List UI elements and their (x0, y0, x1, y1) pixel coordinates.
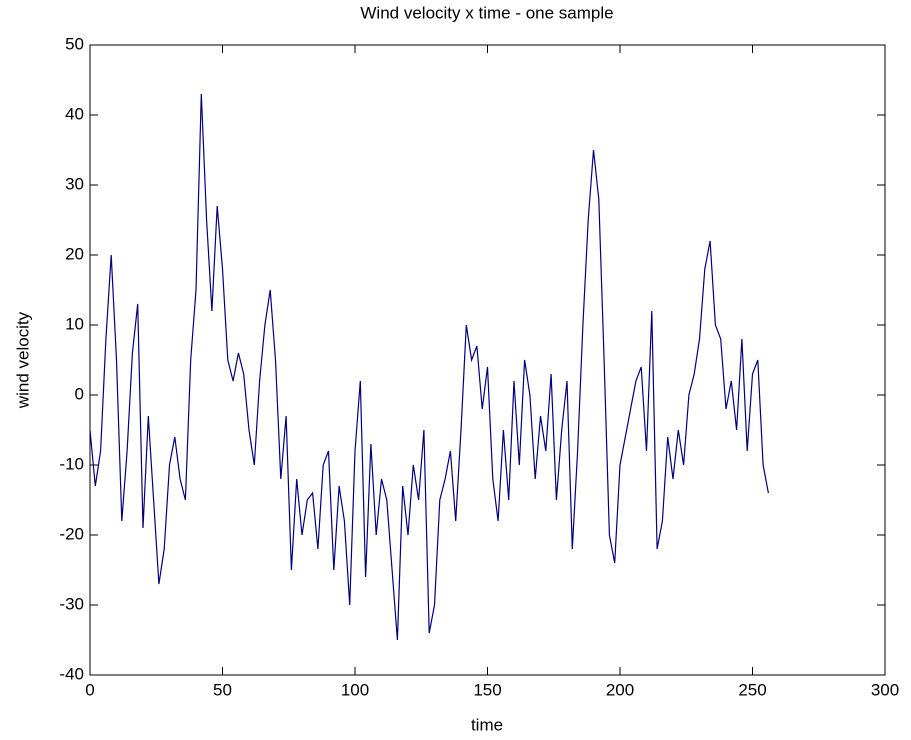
x-axis-label: time (471, 715, 503, 734)
y-tick-label: 20 (65, 244, 84, 263)
x-tick-label: 250 (738, 680, 766, 699)
x-tick-label: 0 (85, 680, 94, 699)
y-tick-label: 10 (65, 314, 84, 333)
x-tick-label: 100 (341, 680, 369, 699)
x-tick-label: 200 (606, 680, 634, 699)
data-line (89, 93, 769, 641)
chart-title: Wind velocity x time - one sample (360, 3, 613, 22)
y-tick-label: -20 (59, 524, 84, 543)
x-tick-label: 50 (213, 680, 232, 699)
plot-frame (89, 44, 886, 676)
x-tick-label: 300 (871, 680, 899, 699)
y-tick-label: 40 (65, 104, 84, 123)
y-tick-label: 30 (65, 174, 84, 193)
y-tick-label: -10 (59, 454, 84, 473)
y-tick-label: 0 (75, 384, 84, 403)
y-axis-label: wind velocity (13, 311, 32, 409)
y-tick-label: -40 (59, 664, 84, 683)
y-tick-label: 50 (65, 34, 84, 53)
x-tick-label: 150 (473, 680, 501, 699)
y-tick-label: -30 (59, 594, 84, 613)
